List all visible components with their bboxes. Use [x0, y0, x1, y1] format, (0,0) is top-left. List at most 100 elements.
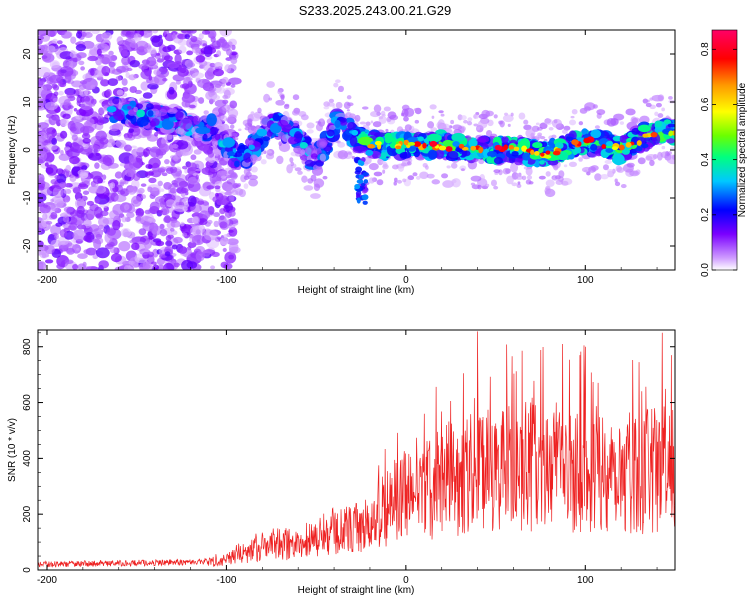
- heatmap-cell: [178, 64, 186, 73]
- heatmap-cell: [383, 106, 391, 112]
- heatmap-cell: [220, 115, 228, 122]
- heatmap-cell: [52, 84, 60, 91]
- heatmap-cell: [607, 168, 614, 174]
- heatmap-cell: [62, 215, 70, 223]
- heatmap-cell: [636, 140, 642, 146]
- heatmap-cell: [191, 216, 199, 224]
- heatmap-cell: [534, 151, 540, 156]
- heatmap-cell: [142, 31, 151, 39]
- heatmap-cell: [234, 137, 239, 141]
- heatmap-cell: [335, 79, 341, 84]
- heatmap-cell: [378, 116, 384, 120]
- heatmap-cell: [367, 144, 376, 149]
- heatmap-cell: [359, 160, 365, 166]
- heatmap-cell: [151, 225, 163, 236]
- heatmap-cell: [49, 80, 56, 85]
- heatmap-cell: [138, 262, 154, 270]
- heatmap-cell: [299, 142, 308, 149]
- heatmap-cell: [445, 146, 453, 152]
- heatmap-cell: [42, 213, 48, 221]
- heatmap-cell: [323, 106, 330, 110]
- heatmap-cell: [525, 167, 533, 176]
- spectrogram-xlabel: Height of straight line (km): [298, 285, 415, 296]
- heatmap-cell: [425, 165, 429, 170]
- heatmap-cell: [123, 144, 132, 152]
- heatmap-cell: [306, 129, 314, 134]
- heatmap-cell: [209, 127, 219, 136]
- heatmap-cell: [435, 149, 445, 160]
- heatmap-cell: [86, 200, 95, 206]
- heatmap-cell: [211, 94, 221, 101]
- heatmap-cell: [76, 205, 85, 215]
- heatmap-cell: [108, 61, 116, 68]
- heatmap-cell: [565, 136, 574, 142]
- heatmap-cell: [275, 99, 285, 106]
- heatmap-cell: [112, 109, 125, 121]
- heatmap-cell: [655, 102, 662, 108]
- heatmap-cell: [81, 165, 88, 171]
- heatmap-cell: [96, 48, 102, 56]
- heatmap-cell: [590, 129, 602, 139]
- heatmap-cell: [243, 167, 251, 176]
- heatmap-cell: [82, 190, 90, 195]
- heatmap-cell: [184, 33, 190, 40]
- heatmap-cell: [94, 198, 100, 204]
- heatmap-cell: [175, 127, 185, 135]
- heatmap-cell: [502, 114, 514, 123]
- heatmap-cell: [89, 68, 95, 76]
- heatmap-cell: [256, 128, 268, 137]
- heatmap-cell: [225, 57, 233, 61]
- heatmap-cell: [191, 72, 205, 79]
- heatmap-cell: [173, 155, 179, 162]
- heatmap-cell: [640, 143, 649, 149]
- heatmap-cell: [180, 187, 188, 194]
- heatmap-cell: [477, 184, 482, 190]
- y-tick-label: 800: [22, 338, 33, 355]
- heatmap-cell: [635, 146, 643, 152]
- heatmap-cell: [594, 173, 602, 181]
- heatmap-cell: [470, 145, 477, 151]
- heatmap-cell: [121, 65, 130, 73]
- spectrogram-heatmap: [38, 30, 675, 270]
- heatmap-cell: [568, 153, 575, 160]
- heatmap-cell: [50, 239, 62, 248]
- heatmap-cell: [649, 97, 654, 101]
- heatmap-cell: [611, 146, 619, 151]
- heatmap-cell: [400, 162, 407, 167]
- heatmap-cell: [403, 116, 409, 122]
- heatmap-cell: [219, 36, 226, 44]
- heatmap-cell: [461, 150, 471, 157]
- heatmap-cell: [116, 36, 124, 45]
- heatmap-cell: [167, 234, 174, 239]
- heatmap-cell: [186, 261, 198, 269]
- heatmap-cell: [112, 97, 120, 105]
- heatmap-cell: [80, 66, 85, 71]
- heatmap-cell: [133, 34, 139, 40]
- heatmap-cell: [493, 114, 498, 119]
- heatmap-cell: [161, 172, 168, 177]
- heatmap-cell: [470, 175, 482, 182]
- heatmap-cell: [277, 89, 283, 95]
- heatmap-cell: [72, 229, 87, 242]
- heatmap-cell: [92, 175, 103, 185]
- heatmap-cell: [516, 183, 522, 189]
- heatmap-cell: [107, 78, 119, 86]
- heatmap-cell: [156, 58, 165, 63]
- heatmap-cell: [660, 151, 670, 159]
- heatmap-cell: [95, 247, 110, 259]
- heatmap-cell: [172, 74, 185, 82]
- heatmap-cell: [135, 40, 149, 50]
- heatmap-cell: [387, 111, 397, 119]
- heatmap-cell: [120, 228, 132, 237]
- heatmap-cell: [38, 260, 44, 270]
- heatmap-cell: [548, 126, 554, 131]
- heatmap-cell: [150, 187, 161, 197]
- heatmap-cell: [661, 107, 665, 112]
- heatmap-cell: [517, 181, 521, 185]
- heatmap-cell: [413, 141, 422, 147]
- heatmap-cell: [238, 128, 242, 132]
- heatmap-cell: [293, 138, 301, 143]
- heatmap-cell: [429, 140, 438, 147]
- heatmap-cell: [112, 219, 121, 231]
